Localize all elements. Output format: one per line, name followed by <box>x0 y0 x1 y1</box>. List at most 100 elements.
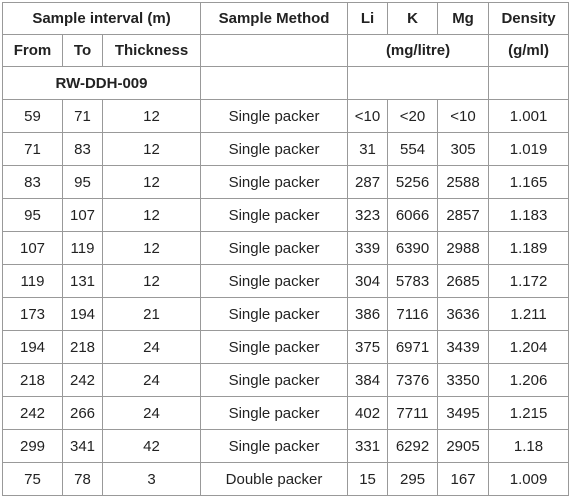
cell-li: 339 <box>347 231 389 265</box>
cell-method: Single packer <box>200 264 349 298</box>
cell-to: 71 <box>62 99 103 133</box>
header-mg: Mg <box>437 2 490 35</box>
cell-mg: 2588 <box>437 165 490 199</box>
cell-k: 6292 <box>387 429 439 463</box>
table-row: 75 78 3 Double packer 15 295 167 1.009 <box>2 462 570 496</box>
cell-mg: 167 <box>437 462 490 496</box>
cell-density: 1.001 <box>488 99 570 133</box>
cell-mg: 2905 <box>437 429 490 463</box>
cell-from: 71 <box>2 132 63 166</box>
cell-density: 1.215 <box>488 396 570 430</box>
header-from: From <box>2 34 63 67</box>
cell-method: Single packer <box>200 165 349 199</box>
cell-li: 287 <box>347 165 389 199</box>
cell-to: 218 <box>62 330 103 364</box>
table-row: 242 266 24 Single packer 402 7711 3495 1.215 <box>2 396 570 430</box>
group-label: RW-DDH-009 <box>1 66 202 100</box>
cell-method: Single packer <box>200 231 349 265</box>
table-row: 119 131 12 Single packer 304 5783 2685 1.172 <box>2 264 570 298</box>
group-row: RW-DDH-009 <box>1 66 570 100</box>
header-method-blank <box>200 34 349 67</box>
header-li: Li <box>347 2 389 35</box>
cell-density: 1.165 <box>488 165 570 199</box>
cell-from: 299 <box>2 429 63 463</box>
cell-density: 1.009 <box>488 462 570 496</box>
cell-thickness: 12 <box>101 198 202 232</box>
cell-method: Single packer <box>200 396 349 430</box>
cell-from: 218 <box>2 363 63 397</box>
cell-to: 83 <box>62 132 103 166</box>
cell-mg: 305 <box>437 132 490 166</box>
cell-li: 331 <box>347 429 389 463</box>
cell-density: 1.18 <box>488 429 570 463</box>
cell-from: 95 <box>2 198 63 232</box>
cell-thickness: 12 <box>101 165 202 199</box>
group-blank-method <box>200 66 349 100</box>
cell-li: 384 <box>347 363 389 397</box>
cell-mg: 3350 <box>437 363 490 397</box>
header-k: K <box>387 2 439 35</box>
cell-to: 107 <box>62 198 103 232</box>
cell-density: 1.206 <box>488 363 570 397</box>
header-sample-method: Sample Method <box>200 2 349 35</box>
cell-mg: 3636 <box>437 297 490 331</box>
table-row: 95 107 12 Single packer 323 6066 2857 1.183 <box>2 198 570 232</box>
table-row: 107 119 12 Single packer 339 6390 2988 1.189 <box>2 231 570 265</box>
header-conc-unit: (mg/litre) <box>347 34 490 67</box>
group-blank-density <box>488 66 570 100</box>
cell-from: 59 <box>2 99 63 133</box>
cell-li: <10 <box>347 99 389 133</box>
cell-density: 1.172 <box>488 264 570 298</box>
table-row: 173 194 21 Single packer 386 7116 3636 1.211 <box>2 297 570 331</box>
cell-to: 131 <box>62 264 103 298</box>
cell-density: 1.019 <box>488 132 570 166</box>
cell-to: 341 <box>62 429 103 463</box>
cell-method: Single packer <box>200 297 349 331</box>
cell-k: 554 <box>387 132 439 166</box>
table-row: 71 83 12 Single packer 31 554 305 1.019 <box>2 132 570 166</box>
cell-mg: 2685 <box>437 264 490 298</box>
cell-from: 107 <box>2 231 63 265</box>
cell-li: 304 <box>347 264 389 298</box>
table-row: 194 218 24 Single packer 375 6971 3439 1.204 <box>2 330 570 364</box>
cell-from: 119 <box>2 264 63 298</box>
cell-to: 242 <box>62 363 103 397</box>
cell-density: 1.211 <box>488 297 570 331</box>
cell-from: 173 <box>2 297 63 331</box>
cell-method: Single packer <box>200 132 349 166</box>
cell-k: 7116 <box>387 297 439 331</box>
group-blank-conc <box>347 66 490 100</box>
cell-to: 95 <box>62 165 103 199</box>
cell-mg: 2988 <box>437 231 490 265</box>
cell-thickness: 12 <box>101 264 202 298</box>
header-row-top: Sample interval (m) Sample Method Li K M… <box>1 2 570 35</box>
header-density-unit: (g/ml) <box>488 34 570 67</box>
cell-k: 6066 <box>387 198 439 232</box>
cell-k: 5256 <box>387 165 439 199</box>
cell-method: Single packer <box>200 363 349 397</box>
table-row: 299 341 42 Single packer 331 6292 2905 1.18 <box>2 429 570 463</box>
cell-density: 1.204 <box>488 330 570 364</box>
cell-li: 386 <box>347 297 389 331</box>
cell-k: 295 <box>387 462 439 496</box>
cell-thickness: 24 <box>101 396 202 430</box>
cell-method: Single packer <box>200 330 349 364</box>
cell-k: 7376 <box>387 363 439 397</box>
cell-li: 323 <box>347 198 389 232</box>
cell-li: 15 <box>347 462 389 496</box>
cell-k: 5783 <box>387 264 439 298</box>
cell-thickness: 42 <box>101 429 202 463</box>
cell-mg: 3439 <box>437 330 490 364</box>
cell-from: 242 <box>2 396 63 430</box>
cell-to: 266 <box>62 396 103 430</box>
table-row: 83 95 12 Single packer 287 5256 2588 1.165 <box>2 165 570 199</box>
cell-thickness: 24 <box>101 363 202 397</box>
cell-method: Single packer <box>200 99 349 133</box>
cell-mg: 2857 <box>437 198 490 232</box>
cell-k: 6390 <box>387 231 439 265</box>
cell-density: 1.183 <box>488 198 570 232</box>
table-row: 218 242 24 Single packer 384 7376 3350 1.206 <box>2 363 570 397</box>
cell-from: 194 <box>2 330 63 364</box>
cell-li: 31 <box>347 132 389 166</box>
cell-to: 194 <box>62 297 103 331</box>
